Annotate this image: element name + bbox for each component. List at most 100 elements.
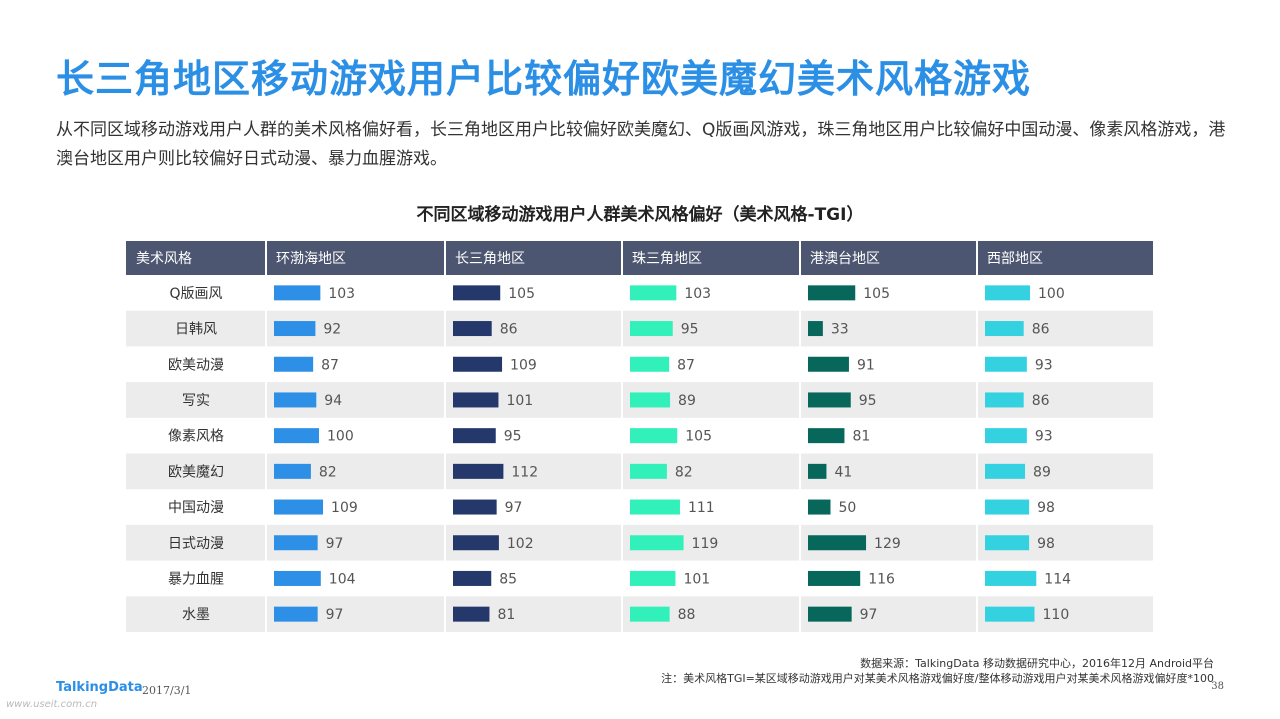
bar-3 <box>630 463 667 479</box>
header-cell-2: 长三角地区 <box>455 251 525 267</box>
bar-5 <box>985 535 1030 551</box>
row-label: 水墨 <box>182 607 210 623</box>
bar-value-label: 101 <box>683 571 710 587</box>
bar-4 <box>808 570 861 586</box>
page-title: 长三角地区移动游戏用户比较偏好欧美魔幻美术风格游戏 <box>56 57 1032 101</box>
footer-date: 2017/3/1 <box>142 684 192 697</box>
source-note: 数据来源：TalkingData 移动数据研究中心，2016年12月 Andro… <box>661 656 1214 686</box>
bar-3 <box>630 535 684 551</box>
bar-5 <box>985 606 1035 622</box>
bar-value-label: 95 <box>504 429 522 445</box>
bar-4 <box>808 321 823 337</box>
watermark: www.useit.com.cn <box>6 699 98 710</box>
table-header-band <box>126 241 1153 275</box>
bar-4 <box>808 285 856 301</box>
bar-value-label: 87 <box>677 357 695 373</box>
bar-value-label: 103 <box>328 286 355 302</box>
bar-1 <box>274 499 324 515</box>
bar-value-label: 86 <box>500 322 518 338</box>
bar-5 <box>985 463 1026 479</box>
bar-4 <box>808 392 851 408</box>
bar-2 <box>453 535 499 551</box>
bar-4 <box>808 428 845 444</box>
bar-2 <box>453 499 497 515</box>
bar-3 <box>630 285 677 301</box>
bar-2 <box>453 321 492 337</box>
header-cell-1: 环渤海地区 <box>276 251 346 267</box>
bar-2 <box>453 356 503 372</box>
bar-value-label: 94 <box>324 393 342 409</box>
bar-value-label: 109 <box>510 357 537 373</box>
bar-value-label: 129 <box>874 536 901 552</box>
bar-value-label: 114 <box>1044 571 1071 587</box>
bar-1 <box>274 428 319 444</box>
bar-value-label: 92 <box>323 322 341 338</box>
bar-1 <box>274 463 311 479</box>
bar-4 <box>808 356 849 372</box>
bar-value-label: 41 <box>834 464 852 480</box>
bar-value-label: 100 <box>327 429 354 445</box>
header-cell-3: 珠三角地区 <box>632 251 702 267</box>
bar-value-label: 101 <box>506 393 533 409</box>
bar-value-label: 97 <box>505 500 523 516</box>
header-cell-5: 西部地区 <box>987 251 1043 267</box>
bar-value-label: 91 <box>857 357 875 373</box>
row-label: 日韩风 <box>175 322 217 338</box>
bar-value-label: 95 <box>859 393 877 409</box>
bar-1 <box>274 535 318 551</box>
bar-2 <box>453 570 492 586</box>
bar-1 <box>274 606 318 622</box>
bar-value-label: 102 <box>507 536 534 552</box>
bar-3 <box>630 606 670 622</box>
bar-value-label: 97 <box>860 607 878 623</box>
bar-value-label: 87 <box>321 357 339 373</box>
row-label: 欧美魔幻 <box>168 464 224 480</box>
bar-value-label: 81 <box>497 607 515 623</box>
bar-value-label: 112 <box>511 464 538 480</box>
bar-3 <box>630 392 671 408</box>
bar-2 <box>453 463 504 479</box>
bar-1 <box>274 392 317 408</box>
bar-value-label: 119 <box>692 536 719 552</box>
header-cell-row-label: 美术风格 <box>136 251 192 267</box>
row-label: Q版画风 <box>169 286 222 302</box>
header-cell-4: 港澳台地区 <box>810 251 880 267</box>
bar-value-label: 86 <box>1032 322 1050 338</box>
bar-3 <box>630 428 678 444</box>
row-label: 像素风格 <box>168 429 224 445</box>
bar-value-label: 81 <box>852 429 870 445</box>
bar-value-label: 105 <box>508 286 535 302</box>
bar-value-label: 105 <box>863 286 890 302</box>
bar-value-label: 98 <box>1037 536 1055 552</box>
bar-3 <box>630 356 670 372</box>
bar-value-label: 89 <box>1033 464 1051 480</box>
bar-5 <box>985 356 1027 372</box>
bar-value-label: 88 <box>678 607 696 623</box>
bar-value-label: 86 <box>1032 393 1050 409</box>
bar-value-label: 111 <box>688 500 715 516</box>
bar-4 <box>808 535 867 551</box>
bar-1 <box>274 321 316 337</box>
bar-3 <box>630 499 680 515</box>
bar-5 <box>985 321 1024 337</box>
tgi-definition-note: 注：美术风格TGI=某区域移动游戏用户对某美术风格游戏偏好度/整体移动游戏用户对… <box>661 672 1214 685</box>
bar-value-label: 100 <box>1038 286 1065 302</box>
bar-value-label: 98 <box>1037 500 1055 516</box>
talkingdata-logo: TalkingData <box>56 680 143 695</box>
bar-value-label: 116 <box>868 571 895 587</box>
data-source: 数据来源：TalkingData 移动数据研究中心，2016年12月 Andro… <box>860 657 1214 670</box>
bar-value-label: 93 <box>1035 357 1053 373</box>
bar-2 <box>453 392 499 408</box>
bar-value-label: 110 <box>1043 607 1070 623</box>
bar-value-label: 97 <box>326 536 344 552</box>
bar-5 <box>985 499 1030 515</box>
bar-5 <box>985 392 1024 408</box>
page-number: 38 <box>1211 681 1224 692</box>
row-label: 欧美动漫 <box>168 357 224 373</box>
bar-value-label: 82 <box>319 464 337 480</box>
bar-5 <box>985 428 1027 444</box>
page-subtitle: 从不同区域移动游戏用户人群的美术风格偏好看，长三角地区用户比较偏好欧美魔幻、Q版… <box>56 120 1226 169</box>
chart-title: 不同区域移动游戏用户人群美术风格偏好（美术风格-TGI） <box>416 205 864 225</box>
bar-value-label: 50 <box>839 500 857 516</box>
